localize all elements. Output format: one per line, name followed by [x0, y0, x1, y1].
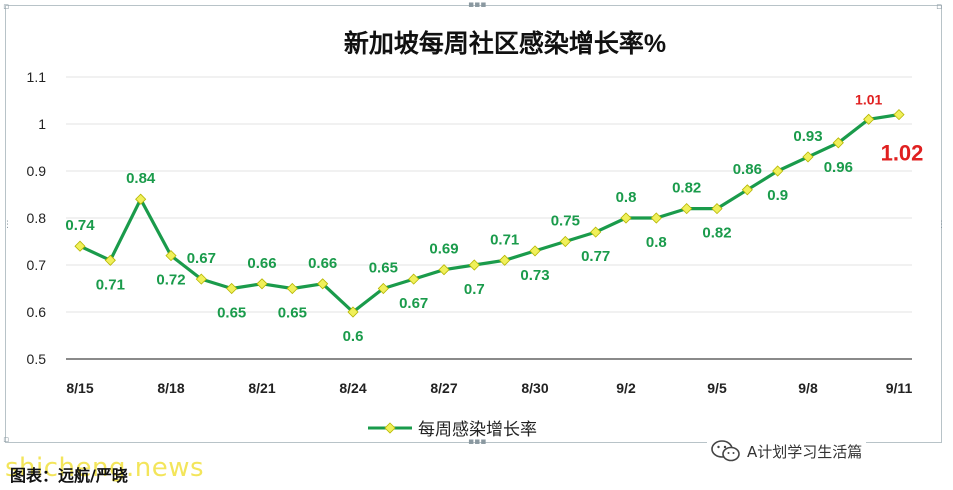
data-label: 0.82	[672, 180, 701, 197]
data-label: 1.02	[881, 141, 924, 166]
data-point	[802, 151, 814, 163]
data-label: 0.65	[217, 305, 246, 322]
data-point	[438, 264, 450, 276]
x-tick-label: 9/8	[798, 380, 818, 396]
series-line	[79, 113, 900, 314]
data-point	[347, 306, 359, 318]
data-point	[256, 278, 268, 290]
data-point	[741, 184, 753, 196]
resize-handle-left[interactable]: ⋮	[3, 220, 12, 230]
resize-handle-bottom-left[interactable]: ▫	[3, 435, 10, 445]
wechat-account-name: A计划学习生活篇	[747, 442, 863, 461]
data-labels: 0.740.710.840.720.670.650.660.650.660.60…	[65, 91, 923, 345]
data-label: 0.7	[464, 281, 485, 298]
resize-handle-top-right[interactable]: ▫	[936, 2, 943, 12]
watermark-text: shicheng.news	[5, 453, 205, 483]
data-point	[650, 212, 662, 224]
data-label: 0.66	[247, 255, 276, 272]
data-label: 0.73	[520, 267, 549, 284]
data-label: 0.8	[616, 189, 637, 206]
x-axis-ticks: 8/15 8/18 8/21 8/24 8/27 8/30 9/2 9/5 9/8 9/11	[66, 380, 912, 396]
x-tick-label: 8/27	[430, 380, 457, 396]
data-label: 0.77	[581, 248, 610, 265]
data-label: 0.9	[767, 187, 788, 204]
data-label: 0.65	[278, 305, 307, 322]
data-label: 0.75	[551, 213, 580, 230]
data-point	[863, 113, 875, 125]
resize-handle-right[interactable]: ⋮	[937, 220, 946, 230]
data-point	[559, 235, 571, 248]
data-point	[681, 203, 693, 215]
data-point	[832, 137, 844, 149]
data-points	[74, 109, 905, 318]
data-point	[135, 193, 147, 205]
data-label: 0.6	[343, 328, 364, 345]
y-tick-label: 0.6	[27, 304, 47, 320]
data-label: 0.66	[308, 255, 337, 272]
gridlines	[66, 76, 912, 360]
data-label: 0.84	[126, 170, 156, 187]
x-tick-label: 9/5	[707, 380, 727, 396]
data-point	[74, 240, 86, 252]
data-label: 0.67	[399, 295, 428, 312]
resize-handle-bottom[interactable]: ▪▪▪	[468, 437, 487, 447]
data-label: 0.8	[646, 234, 667, 251]
data-point	[772, 165, 784, 177]
y-tick-label: 0.5	[27, 351, 47, 367]
data-label: 0.74	[65, 217, 95, 234]
data-point	[468, 259, 480, 271]
data-label: 0.71	[96, 276, 125, 293]
data-label: 0.65	[369, 260, 398, 277]
data-label: 0.82	[702, 225, 731, 242]
data-label: 0.71	[490, 231, 519, 248]
data-point	[377, 282, 389, 295]
y-tick-label: 0.8	[27, 210, 47, 226]
x-tick-label: 9/11	[886, 380, 913, 396]
x-tick-label: 8/15	[66, 380, 93, 396]
data-label: 0.86	[733, 161, 762, 178]
wechat-icon	[711, 440, 740, 462]
data-point	[195, 273, 207, 285]
data-point	[711, 203, 723, 215]
x-tick-label: 8/18	[157, 380, 184, 396]
x-tick-label: 8/30	[521, 380, 548, 396]
data-point	[226, 282, 238, 295]
resize-handle-top-left[interactable]: ▫	[3, 2, 10, 12]
x-tick-label: 8/21	[248, 380, 275, 396]
data-point	[620, 212, 632, 224]
resize-handle-top[interactable]: ▪▪▪	[468, 0, 487, 10]
data-point	[104, 254, 116, 266]
legend-marker	[384, 422, 396, 434]
data-label: 0.69	[429, 241, 458, 258]
series-line-group	[79, 113, 900, 314]
data-label: 1.01	[855, 91, 882, 107]
data-point	[286, 282, 298, 295]
data-point	[590, 226, 602, 238]
y-tick-label: 1	[38, 116, 46, 132]
data-point	[408, 273, 420, 285]
x-tick-label: 9/2	[616, 380, 636, 396]
data-point	[529, 245, 541, 257]
data-point	[499, 254, 511, 266]
y-tick-label: 0.9	[27, 163, 47, 179]
data-label: 0.67	[187, 250, 216, 267]
y-tick-label: 0.7	[27, 257, 47, 273]
y-axis-ticks: 0.5 0.6 0.7 0.8 0.9 1 1.1	[27, 69, 47, 367]
data-point	[893, 109, 905, 121]
image-caption: 图表：远航/严晓	[10, 466, 128, 485]
data-label: 0.93	[793, 128, 822, 145]
data-point	[165, 250, 177, 262]
legend-label: 每周感染增长率	[418, 420, 537, 440]
legend: 每周感染增长率	[368, 420, 537, 440]
chart-title: 新加坡每周社区感染增长率%	[344, 29, 666, 58]
data-label: 0.72	[156, 272, 185, 289]
x-tick-label: 8/24	[339, 380, 366, 396]
data-label: 0.96	[824, 159, 853, 176]
wechat-account-badge: A计划学习生活篇	[707, 436, 867, 466]
y-tick-label: 1.1	[27, 69, 47, 85]
data-point	[317, 278, 329, 290]
chart-frame: ▪▪▪ ▪▪▪ ⋮ ⋮ ▫ ▫ ▫	[3, 1, 946, 447]
